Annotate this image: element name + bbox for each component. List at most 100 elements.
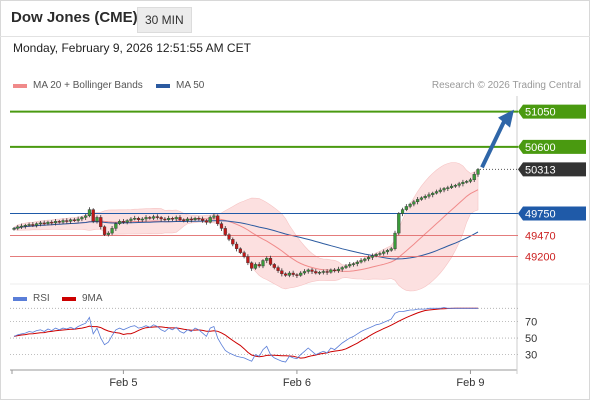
candle-body: [370, 255, 374, 258]
candle-body: [72, 219, 76, 221]
level-tag-50313: [518, 162, 586, 177]
candle-body: [136, 217, 141, 220]
candle-body: [265, 257, 269, 261]
candle-body: [99, 217, 103, 228]
candle-body: [446, 187, 450, 189]
candle-body: [144, 217, 148, 220]
ma20-swatch: [13, 83, 27, 88]
candle-body: [163, 218, 167, 221]
candle-body: [449, 185, 454, 188]
candle-body: [367, 257, 371, 260]
candle-body: [38, 222, 43, 225]
ma50-line: [13, 220, 479, 260]
x-tick-label: Feb 5: [109, 377, 137, 389]
level-tag-49750: [518, 206, 586, 221]
rsi-level-label: 30: [525, 350, 537, 362]
candle-body: [238, 248, 242, 253]
candle-body: [129, 218, 133, 221]
candle-body: [340, 267, 344, 270]
legend-ma50: MA 50: [156, 80, 204, 91]
candle-body: [57, 221, 61, 223]
candle-body: [35, 223, 39, 226]
level-label-49750: 49750: [525, 209, 556, 221]
candle-body: [216, 215, 220, 224]
candle-body: [125, 220, 129, 223]
candle-body: [310, 269, 314, 272]
candle-body: [246, 256, 250, 264]
candle-body: [453, 185, 457, 187]
rsi-level-label: 50: [525, 333, 537, 345]
x-tick-label: Feb 6: [283, 377, 311, 389]
candle-body: [284, 273, 288, 276]
bollinger-band: [13, 162, 479, 292]
candle-body: [317, 272, 322, 274]
instrument-title: Dow Jones (CME): [11, 9, 138, 26]
candle-body: [476, 169, 480, 175]
candle-body: [16, 226, 20, 229]
candle-body: [465, 181, 469, 183]
candle-body: [151, 216, 156, 219]
candle-body: [197, 217, 201, 220]
candle-body: [189, 218, 193, 221]
candle-body: [393, 232, 397, 249]
candle-body: [193, 217, 197, 220]
candle-body: [389, 248, 393, 251]
candle-body: [234, 243, 239, 249]
candle-body: [419, 197, 424, 200]
candle-body: [102, 226, 107, 235]
candle-body: [50, 221, 54, 224]
rsi-line: [13, 307, 478, 363]
candle-body: [468, 179, 473, 182]
candle-body: [280, 270, 284, 275]
candle-body: [95, 217, 99, 222]
candle-body: [416, 199, 420, 202]
chart-header: Dow Jones (CME) 30 MIN: [0, 0, 590, 37]
level-label-49200: 49200: [525, 252, 556, 264]
candle-body: [385, 250, 390, 253]
candles: [12, 167, 480, 278]
candle-body: [242, 252, 246, 257]
candle-body: [212, 215, 216, 218]
level-label-50313: 50313: [525, 164, 556, 176]
candle-body: [382, 251, 386, 254]
candle-body: [19, 225, 24, 228]
timeframe-badge[interactable]: 30 MIN: [137, 7, 192, 33]
candle-body: [140, 218, 144, 221]
candle-body: [272, 264, 276, 268]
candle-body: [302, 271, 307, 274]
candle-body: [65, 220, 69, 222]
candle-body: [268, 257, 273, 265]
candle-body: [208, 217, 212, 223]
candle-body: [374, 254, 378, 257]
candle-body: [261, 260, 265, 267]
candle-body: [299, 272, 303, 276]
candle-body: [355, 261, 359, 264]
candle-body: [363, 258, 367, 261]
chart-datetime: Monday, February 9, 2026 12:51:55 AM CET: [13, 41, 251, 55]
candle-body: [276, 267, 280, 271]
candle-body: [408, 203, 412, 207]
candle-body: [201, 218, 205, 221]
level-label-49470: 49470: [525, 230, 556, 242]
candle-body: [23, 225, 27, 227]
candle-body: [170, 217, 175, 220]
candle-body: [76, 218, 80, 221]
candle-body: [118, 221, 122, 224]
candle-body: [219, 223, 224, 229]
candle-body: [106, 232, 110, 235]
legend-ma20: MA 20 + Bollinger Bands: [13, 80, 143, 91]
candle-body: [344, 265, 348, 268]
candle-body: [423, 196, 427, 199]
candle-body: [91, 209, 95, 222]
candle-body: [231, 239, 235, 245]
candle-body: [250, 262, 254, 269]
candle-body: [321, 271, 325, 273]
candle-body: [159, 217, 163, 220]
candle-body: [133, 217, 137, 220]
candle-body: [472, 174, 476, 181]
candle-body: [427, 194, 431, 197]
rsi-ma9-line: [13, 307, 479, 359]
level-tag-51050: [518, 104, 586, 119]
candle-body: [68, 219, 73, 222]
